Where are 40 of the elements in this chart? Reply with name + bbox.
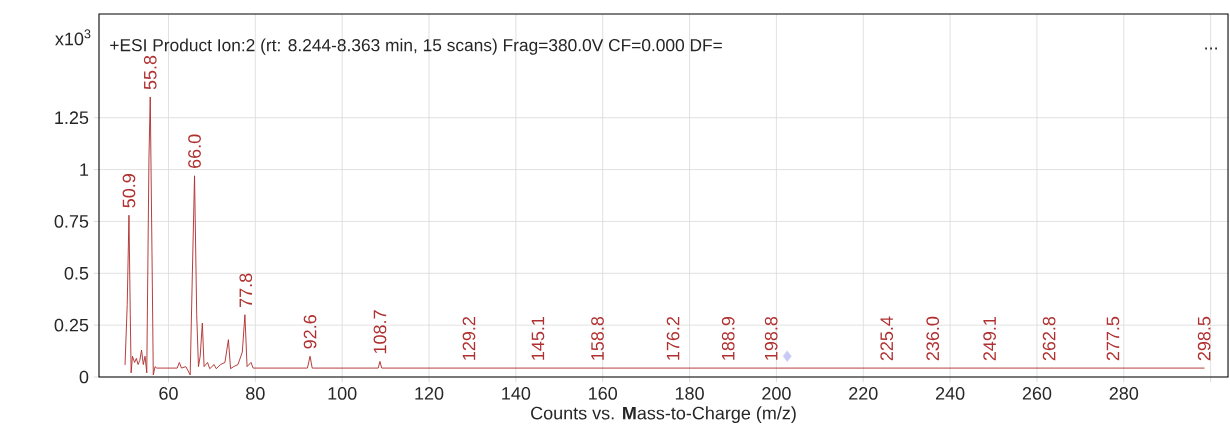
x-tick-label: 60: [159, 387, 178, 400]
y-tick-label: 0: [79, 370, 89, 384]
x-axis-title: Counts vs. Mass-to-Charge (m/z): [531, 406, 796, 424]
annotation: 129.2: [462, 317, 476, 360]
text: +ESI Product Ion:2 (rt: 8.244-8.363 min, 15 scans) Frag=380.0V CF=0.000 DF=: [110, 38, 722, 55]
annotation: 50.9: [122, 174, 136, 208]
annotation: 108.7: [373, 310, 387, 354]
annotation: 92.6: [303, 315, 317, 349]
x-tick-label: 260: [1022, 387, 1052, 400]
annotation: 66.0: [188, 134, 201, 168]
y-tick-label: 0.75: [54, 215, 89, 228]
x-tick-label: 240: [935, 387, 965, 400]
x-tick-label: 280: [1109, 387, 1139, 400]
annotation: 277.5: [1106, 316, 1120, 361]
y-tick-label: 1: [80, 163, 89, 176]
x-tick-label: 160: [589, 387, 618, 400]
annotation: 188.9: [721, 316, 735, 360]
annotation: 298.5: [1197, 316, 1211, 361]
x-tick-label: 80: [246, 387, 265, 400]
annotation: 176.2: [666, 317, 680, 360]
annotation: 225.4: [880, 316, 894, 361]
x-tick-label: 180: [675, 387, 704, 400]
y-tick-label: 0.5: [64, 266, 89, 280]
x-tick-label: 140: [502, 387, 531, 400]
annotation: 158.8: [591, 316, 604, 360]
x-tick-label: 120: [415, 387, 444, 400]
text: x10$^{3}$: [55, 29, 91, 46]
annotation: 77.8: [239, 273, 253, 307]
annotation: 249.1: [983, 316, 996, 361]
annotation: 145.1: [531, 316, 545, 360]
annotation: 262.8: [1042, 316, 1056, 361]
annotation: ...: [1205, 47, 1217, 50]
x-tick-label: 220: [849, 387, 878, 400]
y-tick-label: 0.25: [54, 318, 89, 332]
y-tick-label: 1.25: [55, 111, 89, 125]
annotation: 236.0: [926, 316, 940, 361]
x-tick-label: 200: [762, 387, 791, 400]
x-tick-label: 100: [328, 387, 357, 400]
annotation: 55.8: [143, 55, 157, 90]
annotation: 198.8: [764, 316, 778, 360]
